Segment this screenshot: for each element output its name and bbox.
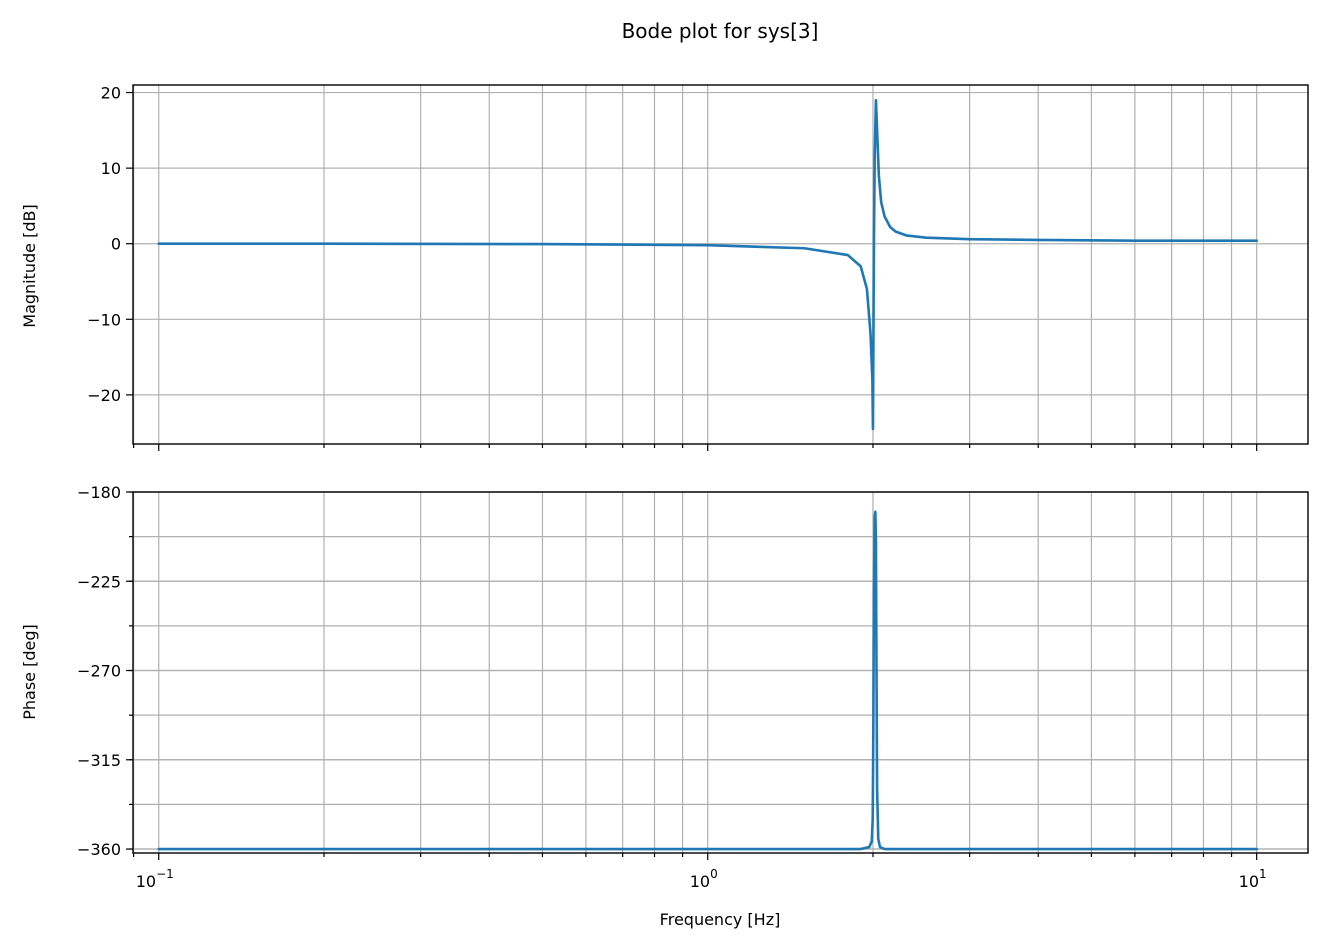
- phase-ytick-label: −315: [77, 751, 121, 770]
- phase-ytick-label: −225: [77, 572, 121, 591]
- x-tick-label: 100: [690, 867, 718, 891]
- magnitude-axes-frame: [132, 84, 1309, 445]
- phase-ylabel: Phase [deg]: [20, 624, 39, 720]
- phase-series-line: [157, 510, 1258, 851]
- magnitude-ytick-label: 0: [111, 235, 121, 254]
- magnitude-ytick-label: 10: [101, 159, 121, 178]
- x-axis-label: Frequency [Hz]: [660, 910, 781, 929]
- phase-subplot: −360 −315 −270 −225 −180 10−1 100 101: [77, 483, 1309, 891]
- phase-ytick-label: −360: [77, 840, 121, 859]
- magnitude-series-line: [157, 98, 1258, 431]
- magnitude-ytick-label: −10: [87, 310, 121, 329]
- magnitude-ylabel: Magnitude [dB]: [20, 204, 39, 327]
- phase-axes-frame: [132, 491, 1309, 854]
- magnitude-subplot: −20 −10 0 10 20: [87, 84, 1309, 451]
- chart-title: Bode plot for sys[3]: [622, 19, 819, 43]
- phase-ytick-label: −180: [77, 483, 121, 502]
- magnitude-ytick-label: 20: [101, 84, 121, 103]
- magnitude-ytick-label: −20: [87, 386, 121, 405]
- x-tick-label: 10−1: [136, 867, 174, 891]
- x-tick-label: 101: [1239, 867, 1267, 891]
- phase-ytick-label: −270: [77, 662, 121, 681]
